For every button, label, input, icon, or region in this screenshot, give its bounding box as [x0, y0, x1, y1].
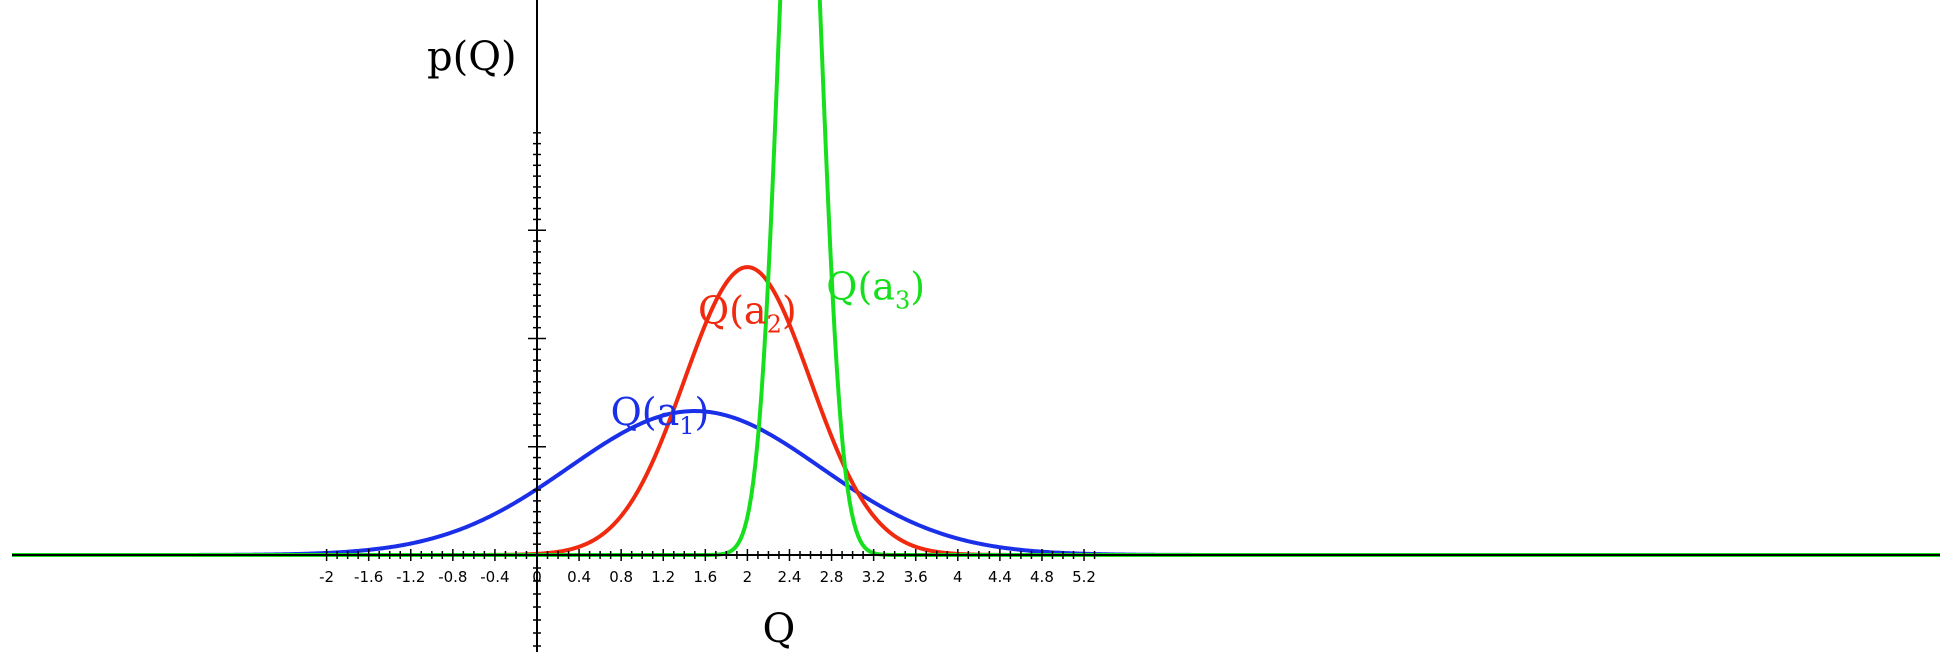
x-axis-ticks: -2 -1.6 -1.2 -0.8 -0.4 0 0.4 0.8 1.2 1.6 2 2.4 2.8 3.… — [319, 549, 1096, 586]
x-tick-label: 1.2 — [651, 568, 675, 586]
series-label-1: Q(a1) — [611, 390, 710, 440]
y-axis-ticks — [528, 132, 546, 647]
x-tick-label: -0.8 — [438, 568, 467, 586]
x-axis-title: Q — [763, 606, 796, 652]
x-tick-label: 4 — [953, 568, 963, 586]
series-labels: Q(a1) Q(a2) Q(a3) — [611, 265, 925, 441]
y-axis-title: p(Q) — [427, 34, 517, 80]
x-tick-label: 4.4 — [988, 568, 1012, 586]
series-curves — [12, 0, 1940, 557]
x-tick-label: 1.6 — [693, 568, 717, 586]
axes: -2 -1.6 -1.2 -0.8 -0.4 0 0.4 0.8 1.2 1.6 2 2.4 2.8 3.… — [12, 0, 1940, 652]
series-line-3 — [12, 0, 1940, 557]
series-line-2 — [12, 265, 1940, 557]
x-tick-label: -1.2 — [396, 568, 425, 586]
series-label-3: Q(a3) — [826, 265, 925, 315]
x-tick-label: -0.4 — [480, 568, 509, 586]
x-tick-label: 2.8 — [820, 568, 844, 586]
series-line-1 — [12, 409, 1940, 557]
x-tick-label: 3.2 — [862, 568, 886, 586]
x-tick-label: 0.4 — [567, 568, 591, 586]
x-tick-label: 0 — [532, 568, 542, 586]
series-label-2: Q(a2) — [698, 288, 797, 338]
x-tick-label: 0.8 — [609, 568, 633, 586]
x-tick-label: 2 — [743, 568, 753, 586]
x-tick-label: 2.4 — [778, 568, 802, 586]
x-tick-label: -1.6 — [354, 568, 383, 586]
x-tick-label: 3.6 — [904, 568, 928, 586]
x-tick-label: 5.2 — [1072, 568, 1096, 586]
x-tick-label: 4.8 — [1030, 568, 1054, 586]
x-tick-label: -2 — [319, 568, 334, 586]
